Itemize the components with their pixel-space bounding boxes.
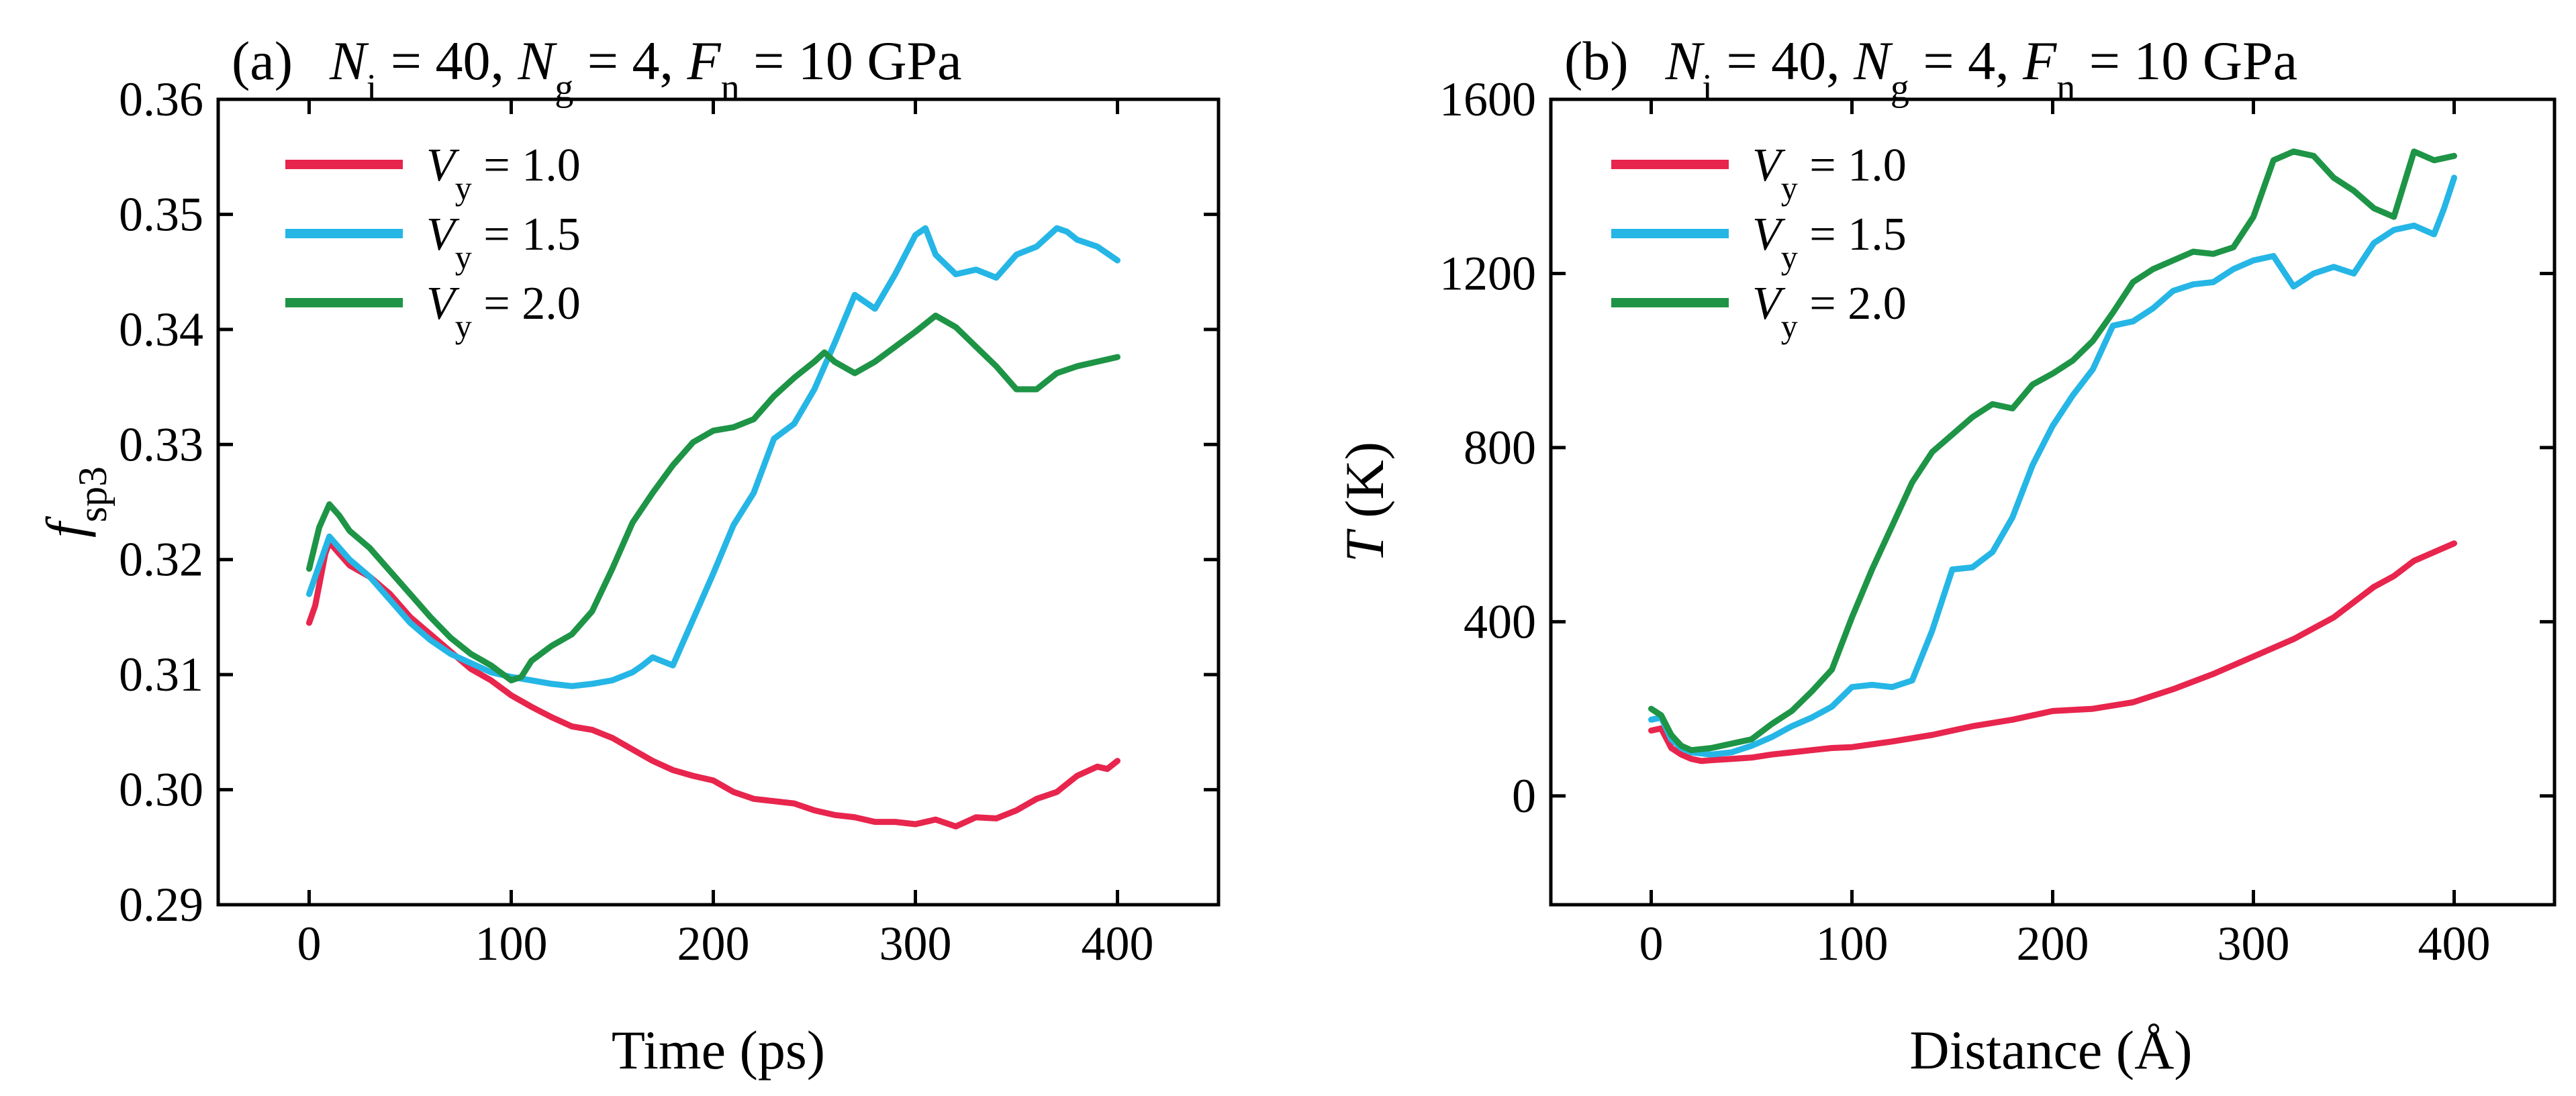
x-tick-label: 400	[1081, 917, 1153, 970]
y-tick-label: 0.31	[119, 648, 203, 701]
y-tick-label: 0.30	[119, 763, 203, 817]
panel-a-y-axis: 0.29 0.30 0.31 0.32 0.33 0.34 0.35 0.36	[119, 72, 1219, 932]
series-line-vy-1-5	[306, 225, 1120, 689]
x-tick-label: 100	[475, 917, 547, 970]
panel-b-x-label: Distance (Å)	[1909, 1019, 2192, 1081]
panel-a-series	[306, 225, 1120, 830]
panel-b-series	[1648, 148, 2457, 764]
y-tick-label: 0.36	[119, 72, 203, 126]
x-tick-label: 200	[677, 917, 749, 970]
panel-b-y-label: T (K)	[1334, 442, 1395, 562]
panel-b-legend: Vy = 1.0Vy = 1.5Vy = 2.0	[1611, 140, 1907, 345]
panel-a-x-label: Time (ps)	[612, 1019, 825, 1081]
panel-b-title: (b) Ni = 40, Ng = 4, Fn = 10 GPa	[1564, 30, 2297, 109]
x-tick-label: 100	[1816, 917, 1889, 970]
panel-a-title: (a) Ni = 40, Ng = 4, Fn = 10 GPa	[232, 30, 962, 109]
series-line-vy-2-0	[306, 312, 1120, 684]
y-tick-label: 0	[1512, 769, 1536, 823]
legend-label: Vy = 2.0	[1752, 278, 1907, 345]
y-tick-label: 1600	[1439, 72, 1536, 126]
y-tick-label: 400	[1464, 595, 1536, 648]
y-tick-label: 1200	[1439, 246, 1536, 300]
legend-label: Vy = 2.0	[426, 278, 581, 345]
y-tick-label: 0.29	[119, 878, 203, 932]
y-tick-label: 0.33	[119, 417, 203, 471]
panel-a: (a) Ni = 40, Ng = 4, Fn = 10 GPa 0 100 200 3…	[35, 30, 1221, 1081]
y-tick-label: 800	[1464, 421, 1536, 475]
legend-label: Vy = 1.5	[426, 209, 581, 276]
x-tick-label: 400	[2418, 917, 2491, 970]
panel-b-label: (b)	[1564, 30, 1629, 91]
panel-a-label: (a)	[232, 30, 293, 91]
x-tick-label: 200	[2017, 917, 2089, 970]
series-line-vy-1-5	[1648, 175, 2457, 758]
x-tick-label: 300	[2217, 917, 2290, 970]
y-tick-label: 0.35	[119, 187, 203, 241]
panel-b-x-axis: 0 100 200 300 400	[1639, 99, 2491, 970]
panel-b-y-axis: 0 400 800 1200 1600	[1439, 72, 2555, 823]
legend-label: Vy = 1.5	[1752, 209, 1907, 276]
legend-label: Vy = 1.0	[1752, 140, 1907, 207]
panel-a-plot-frame	[216, 97, 1221, 907]
x-tick-label: 0	[1639, 917, 1664, 970]
panel-b: (b) Ni = 40, Ng = 4, Fn = 10 GPa 0 100 200 3…	[1334, 30, 2557, 1081]
legend-label: Vy = 1.0	[426, 140, 581, 207]
panel-a-y-label: fsp3	[35, 466, 115, 538]
panel-b-plot-frame	[1549, 97, 2557, 907]
panel-a-x-axis: 0 100 200 300 400	[297, 99, 1153, 970]
series-line-vy-1-0	[306, 539, 1120, 830]
series-line-vy-2-0	[1648, 148, 2457, 754]
series-line-vy-1-0	[1648, 540, 2457, 764]
y-tick-label: 0.32	[119, 533, 203, 587]
y-tick-label: 0.34	[119, 303, 203, 356]
panel-a-legend: Vy = 1.0Vy = 1.5Vy = 2.0	[285, 140, 581, 345]
x-tick-label: 300	[879, 917, 951, 970]
x-tick-label: 0	[297, 917, 321, 970]
